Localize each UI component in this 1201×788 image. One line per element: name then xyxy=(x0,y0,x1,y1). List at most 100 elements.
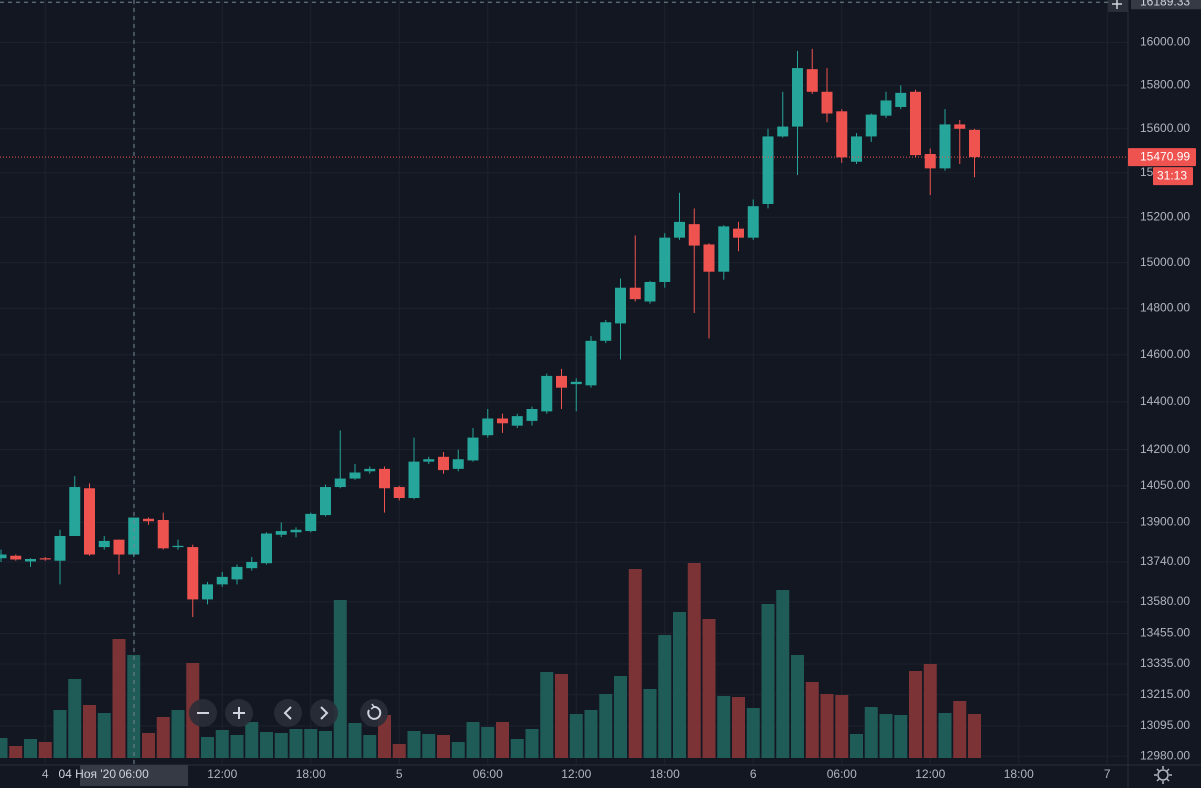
y-tick-label: 12980.00 xyxy=(1140,748,1190,762)
reset-button[interactable] xyxy=(360,699,388,727)
candle-body xyxy=(747,206,759,238)
candle-body xyxy=(792,68,803,127)
volume-bar xyxy=(673,612,686,758)
y-tick-label: 14800.00 xyxy=(1140,301,1190,315)
volume-bar xyxy=(437,735,450,758)
candle-body xyxy=(157,520,169,549)
y-tick-label: 15800.00 xyxy=(1140,77,1190,91)
candle-body xyxy=(216,576,228,585)
x-tick-label: 6 xyxy=(750,767,757,781)
countdown-box xyxy=(1153,167,1193,186)
candle-body xyxy=(438,456,449,471)
volume-bar xyxy=(9,746,23,758)
volume-bar xyxy=(171,710,185,758)
candle-body xyxy=(98,540,110,548)
volume-bar xyxy=(525,729,539,758)
volume-bar xyxy=(687,563,701,758)
volume-bar xyxy=(201,737,214,758)
grid xyxy=(0,0,1128,765)
candle-body xyxy=(231,566,243,580)
x-tick-label: 7 xyxy=(1104,767,1111,781)
volume-bar xyxy=(260,732,273,758)
candle-body xyxy=(644,281,656,302)
volume-bar xyxy=(555,674,568,758)
x-tick-label: 06:00 xyxy=(119,767,149,781)
candle-body xyxy=(836,111,848,158)
y-tick-label: 14200.00 xyxy=(1140,442,1190,456)
volume-bar xyxy=(392,744,406,758)
volume-bar xyxy=(38,742,52,758)
settings-button[interactable] xyxy=(1154,766,1172,784)
candle-body xyxy=(393,487,405,498)
candle-body xyxy=(629,287,641,300)
volume-bar xyxy=(732,697,745,758)
volume-bar xyxy=(378,715,391,758)
volume-bar xyxy=(68,679,82,758)
last-price-box xyxy=(1128,148,1196,167)
crosshair-time-box xyxy=(80,765,188,786)
y-tick-label: 14400.00 xyxy=(1140,394,1190,408)
toolbar xyxy=(189,0,1172,784)
volume-bar xyxy=(791,655,804,758)
volume-bar xyxy=(319,731,332,758)
candle-body xyxy=(762,136,774,204)
volume-bar xyxy=(304,729,318,758)
volume-bar xyxy=(97,713,111,758)
candle-body xyxy=(482,418,494,436)
volume-bar xyxy=(850,734,863,758)
volume-bar xyxy=(481,727,495,758)
volume-bar xyxy=(496,722,509,758)
y-tick-label: 13580.00 xyxy=(1140,594,1190,608)
candle-body xyxy=(379,468,390,489)
candle-body xyxy=(777,126,789,137)
candle-body xyxy=(615,287,626,324)
volume-bar xyxy=(510,739,524,758)
add-button[interactable] xyxy=(1108,0,1128,12)
candle-body xyxy=(718,226,730,272)
zoom-in-button[interactable] xyxy=(225,699,253,727)
candle-body xyxy=(467,437,479,461)
y-tick-label: 15000.00 xyxy=(1140,255,1190,269)
volume-bar xyxy=(274,733,288,758)
volume-bar xyxy=(909,671,922,758)
volume-bar xyxy=(835,695,849,758)
candle-body xyxy=(526,408,538,421)
volume-bar xyxy=(142,733,155,758)
zoom-out-button[interactable] xyxy=(189,699,217,727)
candle-body xyxy=(320,487,331,516)
candle-body xyxy=(585,340,597,386)
candle-body xyxy=(895,92,907,107)
volume-bar xyxy=(820,694,834,758)
volume-bar xyxy=(953,701,967,758)
candle-body xyxy=(821,91,833,114)
candle-body xyxy=(246,561,258,569)
candle-body xyxy=(969,129,980,158)
y-tick-label: 16000.00 xyxy=(1140,35,1190,49)
candle-body xyxy=(113,539,125,555)
candle-body xyxy=(851,136,862,162)
volume-bar xyxy=(363,735,377,758)
x-tick-label: 4 xyxy=(42,767,49,781)
volume-bar xyxy=(968,714,981,758)
volume-bar xyxy=(540,672,554,758)
volume-bar xyxy=(923,664,937,758)
y-tick-label: 13900.00 xyxy=(1140,515,1190,529)
candle-body xyxy=(733,228,744,238)
y-tick-label: 13455.00 xyxy=(1140,626,1190,640)
candle-body xyxy=(541,375,553,412)
candle-body xyxy=(600,322,612,341)
y-tick-label: 13740.00 xyxy=(1140,554,1190,568)
y-tick-label: 14050.00 xyxy=(1140,478,1190,492)
candle-body xyxy=(275,531,287,535)
candle-body xyxy=(924,154,936,169)
crosshair-price-label: 16189.33 xyxy=(1140,0,1190,8)
y-tick-label: 15600.00 xyxy=(1140,121,1190,135)
candle-body xyxy=(806,69,818,92)
volume-bar xyxy=(879,714,893,758)
candles xyxy=(0,48,980,618)
scroll-right-button[interactable] xyxy=(310,699,338,727)
scroll-left-button[interactable] xyxy=(274,699,302,727)
volume-bar xyxy=(658,635,672,758)
volume-bar xyxy=(53,710,67,758)
